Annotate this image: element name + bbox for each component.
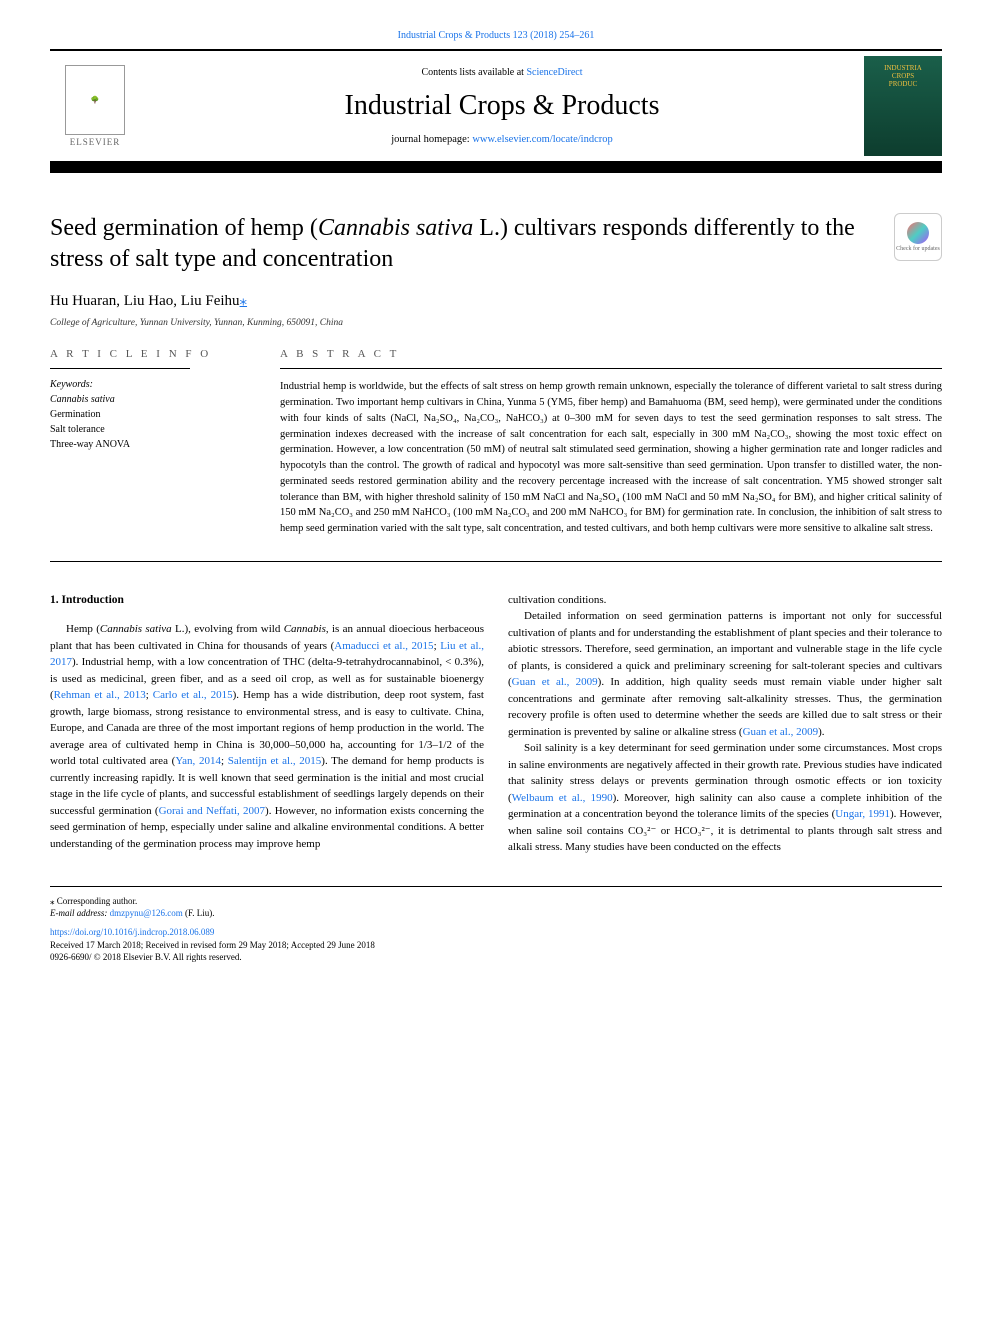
elsevier-logo: 🌳 ELSEVIER: [50, 51, 140, 161]
author-names: Hu Huaran, Liu Hao, Liu Feihu: [50, 293, 240, 309]
email-suffix: (F. Liu).: [183, 908, 215, 918]
crossmark-icon: [907, 222, 929, 244]
article-footer: ⁎ Corresponding author. E-mail address: …: [50, 886, 942, 964]
title-species: Cannabis sativa: [318, 215, 473, 241]
keyword: Three-way ANOVA: [50, 437, 250, 452]
abstract-text: Industrial hemp is worldwide, but the ef…: [280, 379, 942, 537]
homepage-link[interactable]: www.elsevier.com/locate/indcrop: [472, 134, 612, 145]
check-updates-label: Check for updates: [896, 246, 940, 252]
affiliation: College of Agriculture, Yunnan Universit…: [50, 318, 942, 328]
ref-link[interactable]: Ungar, 1991: [835, 808, 890, 820]
elsevier-tree-icon: 🌳: [65, 65, 125, 135]
copyright: 0926-6690/ © 2018 Elsevier B.V. All righ…: [50, 951, 942, 964]
check-for-updates-badge[interactable]: Check for updates: [894, 213, 942, 261]
contents-available: Contents lists available at ScienceDirec…: [140, 67, 864, 78]
body-paragraph: Detailed information on seed germination…: [508, 608, 942, 740]
article-info-label: A R T I C L E I N F O: [50, 348, 250, 360]
journal-citation: Industrial Crops & Products 123 (2018) 2…: [50, 30, 942, 41]
contents-prefix: Contents lists available at: [421, 67, 526, 78]
ref-link[interactable]: Rehman et al., 2013: [54, 689, 146, 701]
abstract-column: A B S T R A C T Industrial hemp is world…: [280, 348, 942, 537]
ref-link[interactable]: Yan, 2014: [175, 755, 221, 767]
ref-link[interactable]: Amaducci et al., 2015: [334, 640, 433, 652]
keywords-label: Keywords:: [50, 379, 250, 390]
email-line: E-mail address: dmzpynu@126.com (F. Liu)…: [50, 907, 942, 920]
journal-header: 🌳 ELSEVIER Contents lists available at S…: [50, 49, 942, 173]
email-label: E-mail address:: [50, 908, 110, 918]
homepage-prefix: journal homepage:: [391, 134, 472, 145]
doi-link[interactable]: https://doi.org/10.1016/j.indcrop.2018.0…: [50, 926, 942, 939]
journal-homepage: journal homepage: www.elsevier.com/locat…: [140, 134, 864, 145]
keyword: Salt tolerance: [50, 422, 250, 437]
journal-cover-thumbnail: INDUSTRIA CROPS PRODUC: [864, 56, 942, 156]
right-column: cultivation conditions. Detailed informa…: [508, 592, 942, 856]
cover-text-1: INDUSTRIA: [884, 64, 922, 72]
received-dates: Received 17 March 2018; Received in revi…: [50, 939, 942, 952]
body-paragraph: Soil salinity is a key determinant for s…: [508, 740, 942, 856]
keyword: Cannabis sativa: [50, 392, 250, 407]
body-two-column: 1. Introduction Hemp (Cannabis sativa L.…: [50, 592, 942, 856]
corresponding-mark[interactable]: ⁎: [240, 293, 248, 309]
ref-link[interactable]: Gorai and Neffati, 2007: [159, 805, 265, 817]
authors: Hu Huaran, Liu Hao, Liu Feihu⁎: [50, 291, 942, 310]
intro-paragraph-1: Hemp (Cannabis sativa L.), evolving from…: [50, 621, 484, 852]
email-link[interactable]: dmzpynu@126.com: [110, 908, 183, 918]
ref-link[interactable]: Salentijn et al., 2015: [228, 755, 322, 767]
ref-link[interactable]: Carlo et al., 2015: [153, 689, 233, 701]
journal-name: Industrial Crops & Products: [140, 90, 864, 122]
sciencedirect-link[interactable]: ScienceDirect: [526, 67, 582, 78]
info-divider: [50, 368, 190, 369]
cover-text-3: PRODUC: [889, 80, 917, 88]
cover-text-2: CROPS: [892, 72, 914, 80]
section-divider: [50, 561, 942, 562]
ref-link[interactable]: Guan et al., 2009: [512, 676, 598, 688]
article-info-sidebar: A R T I C L E I N F O Keywords: Cannabis…: [50, 348, 250, 537]
left-column: 1. Introduction Hemp (Cannabis sativa L.…: [50, 592, 484, 856]
abstract-divider: [280, 368, 942, 369]
corresponding-author-note: ⁎ Corresponding author.: [50, 895, 942, 908]
abstract-label: A B S T R A C T: [280, 348, 942, 360]
elsevier-label: ELSEVIER: [70, 137, 121, 147]
ref-link[interactable]: Welbaum et al., 1990: [512, 792, 613, 804]
intro-heading: 1. Introduction: [50, 592, 484, 609]
keyword: Germination: [50, 407, 250, 422]
continuation-line: cultivation conditions.: [508, 592, 942, 609]
title-part-1: Seed germination of hemp (: [50, 215, 318, 241]
article-title: Seed germination of hemp (Cannabis sativ…: [50, 213, 874, 275]
ref-link[interactable]: Guan et al., 2009: [743, 726, 818, 738]
